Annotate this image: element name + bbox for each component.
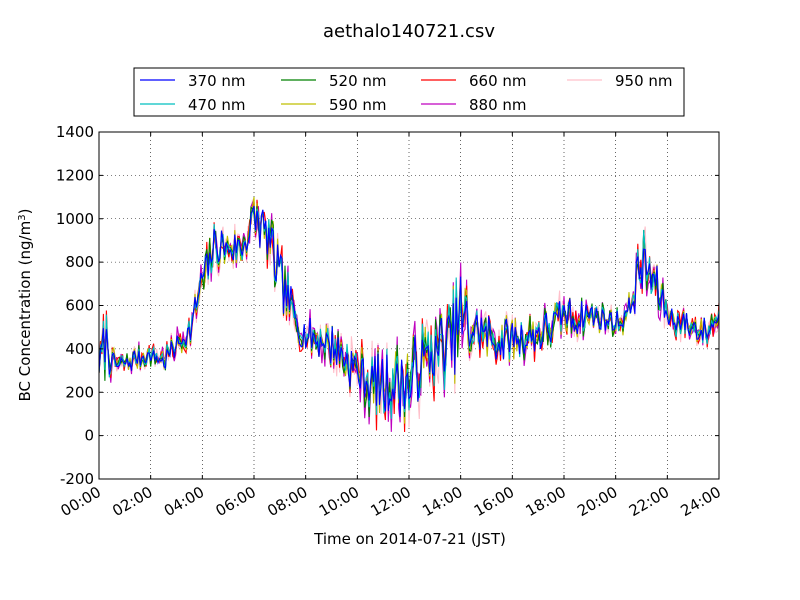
legend-label: 370 nm (188, 72, 246, 90)
legend-frame (133, 67, 685, 117)
legend: 370 nm 470 nm 520 nm 590 nm 660 nm 880 nm 950 … (133, 67, 685, 117)
chart-title: aethalo140721.csv (323, 21, 495, 42)
x-tick-label: 10:00 (316, 483, 362, 520)
x-tick-label: 08:00 (264, 483, 310, 520)
y-tick-label: -200 (60, 470, 94, 488)
y-axis-label-tail: ) (16, 209, 34, 215)
x-tick-label: 12:00 (368, 483, 414, 520)
y-tick-label: 800 (65, 253, 94, 271)
legend-label: 590 nm (329, 96, 387, 114)
y-axis-label: BC Concentration (ng/m3) (16, 209, 34, 402)
series-lines (99, 196, 719, 433)
legend-label: 660 nm (469, 72, 527, 90)
legend-label: 880 nm (469, 96, 527, 114)
legend-label: 520 nm (329, 72, 387, 90)
grid (99, 132, 719, 479)
y-tick-label: 1000 (56, 210, 94, 228)
y-axis-label-main: BC Concentration (ng/m (16, 221, 34, 402)
x-tick-label: 20:00 (574, 483, 620, 520)
x-tick-label: 22:00 (626, 483, 672, 520)
y-tick-label: 200 (65, 383, 94, 401)
legend-label: 950 nm (615, 72, 673, 90)
y-tick-label: 600 (65, 297, 94, 315)
x-tick-label: 18:00 (523, 483, 569, 520)
y-tick-label: 0 (84, 427, 94, 445)
y-tick-label: 1400 (56, 123, 94, 141)
x-tick-label: 02:00 (109, 483, 155, 520)
x-tick-label: 06:00 (213, 483, 259, 520)
series-line-370-nm (99, 205, 719, 417)
x-tick-label: 14:00 (419, 483, 465, 520)
x-axis-label: Time on 2014-07-21 (JST) (313, 530, 506, 548)
x-tick-label: 04:00 (161, 483, 207, 520)
x-tick-label: 00:00 (58, 483, 104, 520)
legend-label: 470 nm (188, 96, 246, 114)
y-tick-label: 1200 (56, 166, 94, 184)
x-tick-label: 16:00 (471, 483, 517, 520)
y-tick-label: 400 (65, 340, 94, 358)
x-tick-label: 24:00 (678, 483, 724, 520)
y-axis-label-sup: 3 (17, 214, 28, 220)
